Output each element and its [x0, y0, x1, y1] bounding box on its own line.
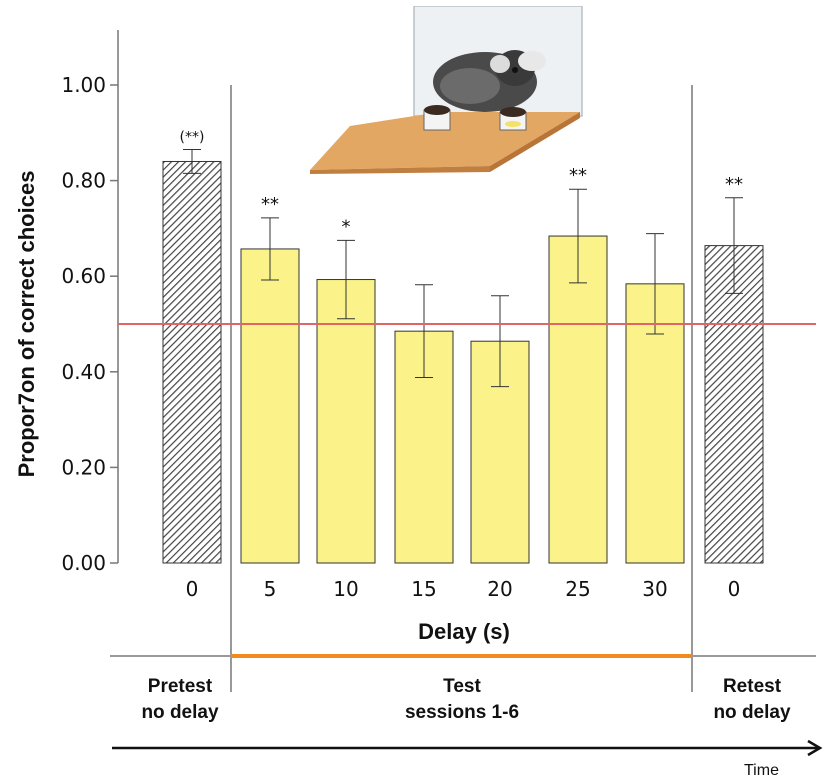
time-arrow-head-icon — [807, 739, 823, 757]
bar-test-5 — [240, 248, 300, 564]
phase-label-retest: Retest no delay — [702, 674, 802, 726]
y-axis-label: Propor7on of correct choices — [14, 171, 39, 478]
bar-pretest-0 — [162, 160, 222, 564]
timeline-label: Time — [744, 762, 779, 779]
marmoset-choice-apparatus-icon — [310, 6, 583, 174]
retest-title: Retest — [722, 676, 782, 697]
x-tick-label: 15 — [411, 577, 436, 601]
labels: 0.00 0.20 0.40 0.60 0.80 1.00 Propor7on of cor… — [14, 73, 743, 644]
significance-label: ** — [569, 165, 587, 186]
significance-label: ** — [725, 174, 743, 195]
bars — [118, 149, 816, 564]
y-tick-label: 0.40 — [61, 360, 106, 384]
significance-label: * — [342, 216, 351, 237]
pretest-title: Pretest — [147, 676, 213, 697]
significance-label: ** — [261, 194, 279, 215]
x-tick-label: 0 — [186, 577, 199, 601]
test-subtitle: sessions 1-6 — [404, 702, 520, 723]
y-tick-label: 0.60 — [61, 264, 106, 288]
x-tick-label: 25 — [565, 577, 590, 601]
y-tick-label: 0.20 — [61, 455, 106, 479]
y-tick-label: 1.00 — [61, 73, 106, 97]
retest-subtitle: no delay — [713, 702, 791, 723]
significance-label: (**) — [180, 130, 205, 146]
x-tick-label: 10 — [333, 577, 358, 601]
bar-test-10 — [316, 279, 376, 564]
x-tick-label: 20 — [487, 577, 512, 601]
phase-label-pretest: Pretest no delay — [130, 674, 230, 726]
pretest-subtitle: no delay — [141, 702, 219, 723]
x-axis-label: Delay (s) — [418, 619, 510, 644]
y-tick-label: 0.80 — [61, 169, 106, 193]
bar-retest-0 — [704, 245, 764, 564]
x-tick-label: 30 — [642, 577, 667, 601]
y-tick-label: 0.00 — [61, 551, 106, 575]
x-tick-label: 5 — [264, 577, 277, 601]
x-tick-label: 0 — [728, 577, 741, 601]
test-title: Test — [443, 676, 481, 697]
axes — [110, 30, 823, 757]
phase-label-test: Test sessions 1-6 — [392, 674, 532, 726]
bar-test-25 — [548, 235, 608, 564]
